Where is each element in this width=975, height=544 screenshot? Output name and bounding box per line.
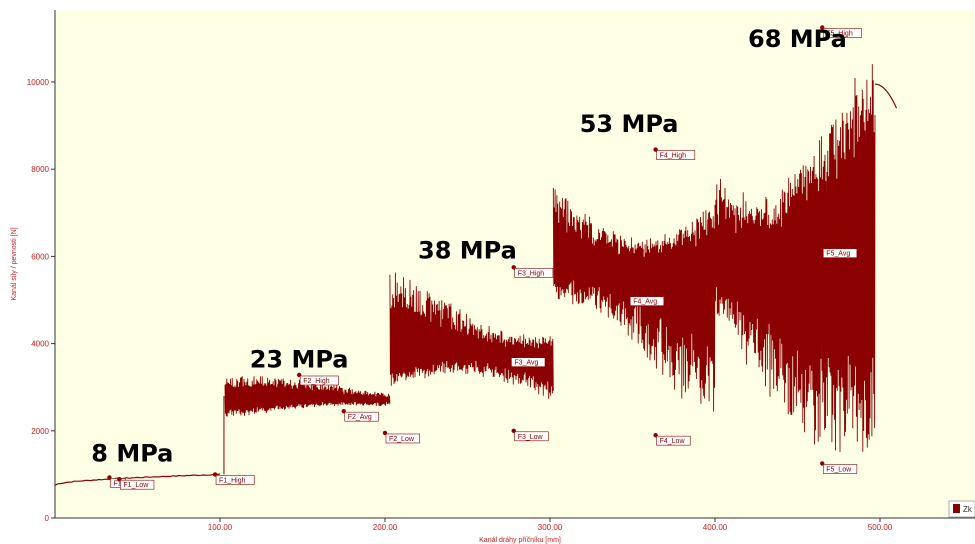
x-tick-label: 300.00: [538, 523, 563, 532]
y-axis-label: Kanál síly / pevnosti [N]: [11, 227, 18, 300]
signal-segment-5: [714, 64, 876, 452]
y-tick-label: 6000: [31, 252, 49, 261]
marker-label: F1: [113, 480, 121, 487]
legend: Zk: [948, 500, 975, 518]
marker-f2-high: F2_High: [297, 372, 339, 386]
marker-label-box: [344, 411, 379, 422]
marker-label: F5_Low: [826, 467, 852, 474]
signal-segment-1: [54, 473, 221, 486]
marker-label-box: [385, 433, 420, 444]
legend-entry: Zk: [963, 505, 973, 514]
marker-label-box: [629, 296, 665, 306]
marker-label: F4_High: [660, 153, 687, 160]
y-tick-label: 10000: [27, 78, 50, 87]
x-axis-label: Kanál dráhy příčníku [mm]: [479, 537, 561, 544]
marker-f1-low: F1_Low: [117, 476, 155, 490]
marker-label: F3_Low: [518, 434, 544, 441]
y-tick-label: 4000: [31, 340, 49, 349]
marker-label-box: [215, 475, 255, 485]
marker-f4-avg: F4_Avg: [627, 293, 665, 306]
marker-f1-high: F1_High: [212, 472, 255, 485]
pressure-annotation: 53 MPa: [580, 110, 679, 138]
marker-label: F3_High: [518, 270, 545, 277]
marker-label: F5_High: [826, 31, 853, 38]
marker-f5-low: F5_Low: [820, 461, 858, 474]
marker-f3-avg: F3_Avg: [508, 354, 546, 367]
marker-label-box: [511, 357, 546, 367]
marker-label: F5_Avg: [826, 251, 850, 258]
signal-segment-4: [552, 187, 716, 412]
marker-label: F1_Low: [123, 482, 149, 489]
x-tick-label: 100.00: [208, 523, 233, 532]
marker-label: F2_Avg: [348, 414, 372, 421]
x-tick-label: 500.00: [868, 523, 893, 532]
marker-f5-high: F5_High: [820, 25, 862, 38]
marker-label-box: [656, 150, 696, 160]
marker-label-box: [822, 248, 858, 258]
x-tick-label: 200.00: [373, 523, 398, 532]
marker-label: F2_High: [303, 378, 330, 385]
marker-f2-low: F2_Low: [382, 430, 420, 444]
marker-layer: F1 F1_Low F1_High F2_High F2_Avg F2_Low F3_Hig…: [107, 25, 862, 490]
marker-label-box: [514, 431, 549, 442]
pressure-annotation: 68 MPa: [748, 25, 847, 53]
marker-label-box: [299, 375, 339, 386]
pressure-annotation: 23 MPa: [250, 346, 349, 374]
y-tick-label: 0: [45, 514, 50, 523]
marker-label-box: [514, 267, 554, 278]
marker-label: F4_Avg: [633, 299, 657, 306]
x-tick-label: 400.00: [703, 523, 728, 532]
marker-f3-low: F3_Low: [511, 428, 549, 442]
marker-f2-avg: F2_Avg: [341, 408, 379, 422]
axes-layer: 100.00 200.00 300.00 400.00 500.00 0 2000 4000 6…: [27, 10, 975, 532]
marker-label: F2_Low: [389, 436, 415, 443]
marker-f4-high: F4_High: [653, 147, 696, 160]
marker-label-box: [822, 464, 858, 474]
marker-label-box: [822, 28, 862, 38]
marker-label: F1_High: [219, 477, 246, 484]
marker-label-box: [120, 479, 155, 490]
signal-segment-3: [389, 272, 554, 399]
legend-swatch: [953, 504, 960, 513]
y-tick-label: 8000: [31, 165, 49, 174]
marker-f5-avg: F5_Avg: [820, 245, 858, 258]
marker-f3-high: F3_High: [511, 265, 554, 278]
marker-f4-low: F4_Low: [653, 432, 691, 446]
marker-label-box: [656, 435, 691, 446]
signal-segment-6: [875, 83, 898, 109]
marker-label: F3_Avg: [514, 360, 538, 367]
y-tick-label: 2000: [31, 427, 49, 436]
signal-layer: [54, 64, 898, 486]
marker-label: F4_Low: [660, 438, 686, 445]
pressure-annotation: 38 MPa: [418, 237, 517, 265]
annotation-layer: 8 MPa 23 MPa 38 MPa 53 MPa 68 MPa: [91, 25, 846, 467]
signal-segment-2: [224, 376, 391, 417]
pressure-annotation: 8 MPa: [91, 439, 173, 467]
